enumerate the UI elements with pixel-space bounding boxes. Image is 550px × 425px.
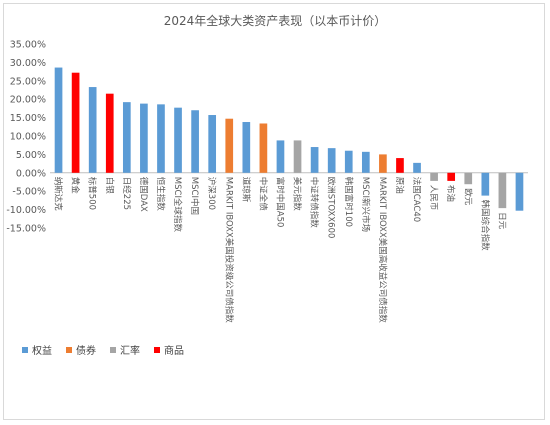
bar-equity xyxy=(344,150,353,173)
x-category-label: 标普500 xyxy=(87,177,98,210)
x-category-label: MARKIT IBOXX美国高收益公司债指数 xyxy=(377,177,388,324)
bar-equity xyxy=(327,148,336,173)
y-tick-label: 15.00% xyxy=(10,113,46,124)
y-tick-label: 0.00% xyxy=(16,168,46,179)
y-tick-label: 25.00% xyxy=(10,76,46,87)
x-category-label: 中证全债 xyxy=(257,177,268,212)
y-tick-label: -15.00% xyxy=(6,224,46,235)
bar-equity xyxy=(54,67,63,173)
y-tick-label: 5.00% xyxy=(16,150,46,161)
x-category-label: 日元 xyxy=(496,212,506,230)
bar-fx xyxy=(498,172,507,209)
bar-fx xyxy=(464,172,473,185)
bar-equity xyxy=(191,110,199,173)
x-category-label: 德国DAX xyxy=(138,177,149,212)
x-category-label: 纳斯达克 xyxy=(53,177,64,212)
x-category-label: MSCI新兴市场 xyxy=(360,177,371,232)
bar-equity xyxy=(310,147,319,173)
x-category-label: 中证转债指数 xyxy=(309,177,320,229)
bar-bond xyxy=(259,123,268,173)
x-category-label: 布油 xyxy=(445,185,456,202)
legend-swatch xyxy=(110,346,116,353)
bar-equity xyxy=(157,104,165,173)
x-category-label: 恒生指数 xyxy=(155,177,166,212)
bar-equity xyxy=(208,115,217,173)
chart-title: 2024年全球大类资产表现（以本币计价） xyxy=(163,14,387,28)
y-tick-label: 20.00% xyxy=(10,95,46,106)
y-tick-label: -10.00% xyxy=(6,205,46,216)
legend-swatch xyxy=(66,346,72,353)
legend-swatch xyxy=(154,346,160,353)
bar-equity xyxy=(242,122,251,173)
bar-equity xyxy=(122,102,131,173)
x-category-label: 韩国综合指数 xyxy=(479,200,490,252)
legend-label: 债券 xyxy=(76,346,96,357)
bar-equity xyxy=(361,151,370,173)
x-category-label: 日经225 xyxy=(121,177,132,210)
x-category-label: 美元指数 xyxy=(292,177,303,212)
x-category-label: 黄金 xyxy=(70,177,81,195)
x-category-label: 富时中国A50 xyxy=(274,177,285,228)
x-category-label: 沪深300 xyxy=(206,177,217,210)
legend-item-equity: 权益 xyxy=(22,342,52,357)
bar-equity xyxy=(276,140,285,173)
x-category-label: 白银 xyxy=(104,177,115,195)
x-category-label: 欧洲STOXX600 xyxy=(326,177,337,239)
legend-item-fx: 汇率 xyxy=(110,342,140,357)
bar-bond xyxy=(225,118,234,173)
y-tick-label: 30.00% xyxy=(10,58,46,69)
chart-legend: 权益 债券 汇率 商品 xyxy=(22,342,198,357)
y-tick-label: 10.00% xyxy=(10,132,46,143)
legend-swatch xyxy=(22,346,28,353)
x-category-label: 人民币 xyxy=(428,185,438,211)
legend-label: 权益 xyxy=(32,346,52,357)
bar-equity xyxy=(413,162,421,173)
legend-item-bond: 债券 xyxy=(66,342,96,357)
bar-undefined xyxy=(515,172,524,211)
legend-label: 汇率 xyxy=(120,346,140,357)
y-tick-label: 35.00% xyxy=(10,40,46,51)
x-category-label: MSCI中国 xyxy=(189,177,200,215)
bar-equity xyxy=(88,87,97,173)
bar-equity xyxy=(481,172,490,196)
bar-fx xyxy=(293,140,302,173)
x-category-label: 法国CAC40 xyxy=(411,177,422,222)
bar-equity xyxy=(174,107,182,173)
legend-item-commodity: 商品 xyxy=(154,342,184,357)
chart-frame xyxy=(3,3,545,420)
bar-bond xyxy=(379,154,387,173)
bar-commodity xyxy=(105,93,114,173)
y-tick-label: -5.00% xyxy=(12,187,46,198)
legend-label: 商品 xyxy=(164,346,184,357)
x-category-label: MSCI全球指数 xyxy=(172,177,183,233)
bar-commodity xyxy=(71,72,80,173)
x-category-label: 道琼斯 xyxy=(240,177,251,203)
x-category-label: 韩国富时100 xyxy=(343,177,354,227)
x-category-label: 原油 xyxy=(394,177,405,194)
x-category-label: MARKIT IBOXX美国投资级公司债指数 xyxy=(223,177,234,324)
bar-commodity xyxy=(396,158,404,173)
x-category-label: 欧元 xyxy=(462,188,473,206)
bar-fx xyxy=(430,172,438,181)
bar-commodity xyxy=(447,172,456,181)
bar-equity xyxy=(140,103,148,173)
